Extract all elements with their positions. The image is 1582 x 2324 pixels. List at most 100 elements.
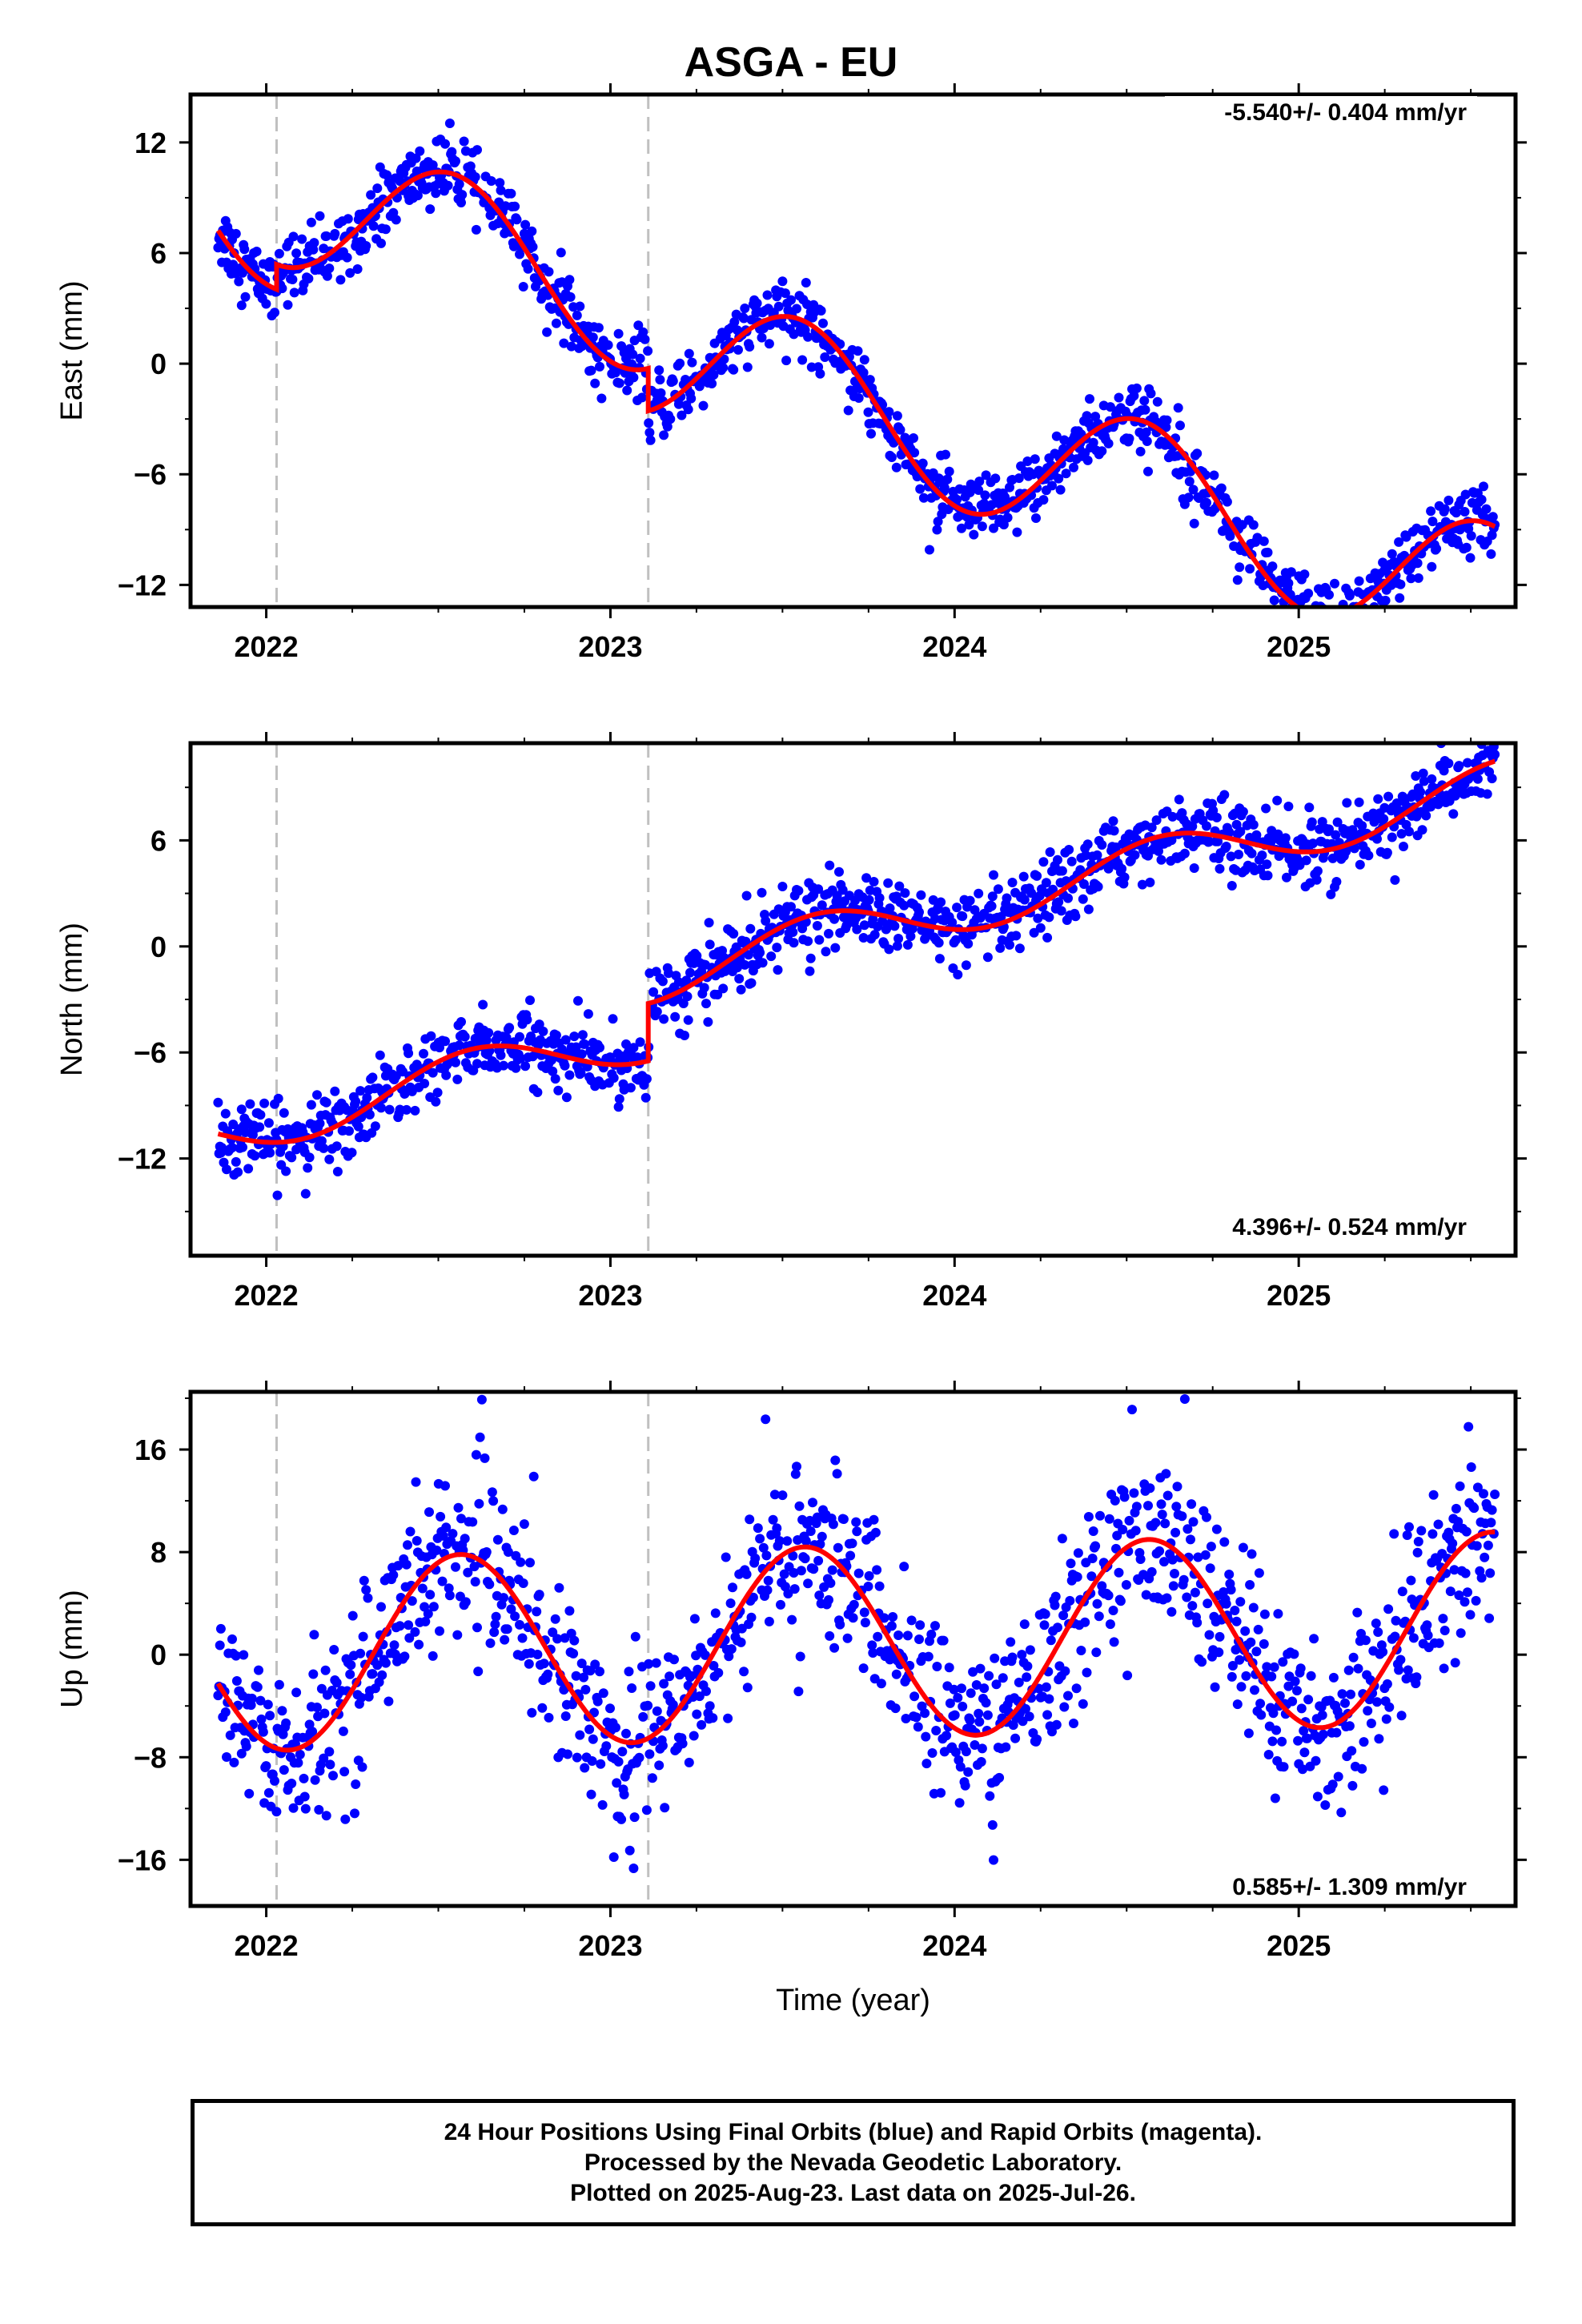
data-point	[719, 354, 729, 364]
data-point	[1031, 513, 1041, 523]
data-point	[1192, 448, 1203, 459]
data-point	[1214, 1647, 1224, 1658]
caption-line-3: Plotted on 2025-Aug-23. Last data on 202…	[570, 2180, 1136, 2206]
data-point	[384, 1104, 395, 1115]
data-point	[1188, 485, 1199, 495]
data-point	[932, 525, 942, 535]
data-point	[969, 529, 979, 540]
data-point	[1269, 595, 1279, 605]
data-point	[1069, 1719, 1078, 1728]
data-point	[1104, 1514, 1114, 1524]
data-point	[560, 1060, 570, 1071]
data-point	[779, 1569, 789, 1579]
data-point	[916, 890, 926, 900]
data-point	[303, 273, 314, 283]
data-point	[858, 1663, 869, 1674]
data-point	[1396, 829, 1407, 839]
data-point	[1091, 1647, 1102, 1658]
data-point	[525, 995, 535, 1005]
data-point	[383, 1696, 394, 1707]
data-point	[1030, 454, 1040, 464]
data-point	[677, 1739, 688, 1749]
data-point	[683, 404, 693, 415]
data-point	[1464, 1421, 1474, 1432]
data-point	[1347, 825, 1358, 835]
data-point	[1117, 863, 1127, 874]
data-point	[975, 1663, 986, 1674]
data-point	[833, 1542, 843, 1553]
data-point	[1054, 897, 1064, 907]
data-point	[1146, 388, 1156, 399]
data-point	[405, 1526, 416, 1537]
data-point	[308, 244, 319, 255]
data-points-north	[213, 743, 1500, 1200]
data-point	[1460, 1568, 1471, 1578]
data-point	[1309, 1634, 1319, 1644]
data-point	[404, 1048, 414, 1059]
data-point	[1007, 1652, 1018, 1663]
data-point	[277, 283, 287, 294]
data-point	[304, 1152, 315, 1163]
data-point	[883, 878, 893, 888]
data-point	[701, 999, 711, 1009]
data-point	[1257, 850, 1267, 860]
data-point	[516, 1053, 526, 1063]
data-point	[359, 1575, 369, 1586]
data-point	[728, 1582, 737, 1593]
data-point	[818, 318, 828, 328]
data-point	[629, 1812, 640, 1823]
data-point	[697, 1719, 707, 1730]
data-point	[1050, 1600, 1060, 1610]
data-point	[215, 1640, 225, 1651]
data-point	[1022, 1661, 1033, 1671]
data-point	[954, 1798, 965, 1808]
data-point	[772, 943, 782, 953]
data-point	[990, 473, 1001, 484]
data-point	[677, 410, 687, 420]
data-point	[1413, 573, 1423, 583]
data-point	[254, 1665, 263, 1675]
data-point	[1094, 1611, 1104, 1622]
data-point	[576, 1068, 586, 1079]
y-tick-label: 0	[151, 348, 167, 380]
data-point	[293, 1758, 303, 1768]
data-point	[1278, 1657, 1288, 1667]
data-point	[817, 900, 827, 911]
data-point	[331, 1141, 342, 1152]
data-point	[835, 1619, 845, 1630]
data-point	[984, 1671, 994, 1681]
data-point	[324, 1747, 335, 1757]
data-point	[1374, 1734, 1384, 1744]
data-point	[380, 224, 391, 235]
data-point	[590, 378, 600, 388]
data-point	[1488, 512, 1498, 522]
data-point	[1347, 1780, 1358, 1791]
data-point	[1168, 1581, 1178, 1591]
data-point	[859, 920, 869, 931]
data-point	[1439, 1663, 1449, 1674]
data-point	[1235, 1655, 1245, 1665]
data-point	[911, 1712, 921, 1723]
data-point	[814, 1590, 825, 1601]
data-point	[668, 376, 678, 386]
y-tick-label: −6	[134, 1036, 167, 1069]
data-point	[944, 466, 954, 476]
data-point	[1238, 806, 1248, 817]
data-point	[1210, 1682, 1220, 1692]
data-point	[220, 1707, 231, 1717]
data-point	[1450, 1658, 1460, 1668]
data-point	[859, 1607, 869, 1618]
data-point	[1286, 567, 1296, 577]
data-point	[949, 1684, 959, 1695]
data-point	[366, 190, 376, 200]
data-point	[837, 885, 848, 895]
data-point	[638, 327, 648, 337]
data-point	[713, 990, 723, 999]
data-point	[1349, 843, 1359, 854]
data-point	[893, 934, 904, 943]
data-point	[764, 339, 774, 349]
data-point	[786, 295, 796, 305]
data-point	[560, 1711, 571, 1721]
data-point	[906, 1615, 917, 1626]
data-point	[1162, 415, 1172, 425]
